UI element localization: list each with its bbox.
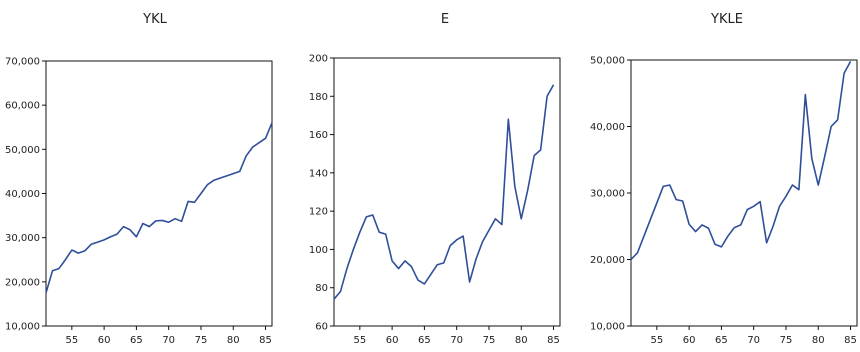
x-tick-label: 65 <box>418 335 431 346</box>
x-tick-label: 70 <box>747 335 760 346</box>
y-tick-label: 60 <box>315 322 328 333</box>
chart-title: YKL <box>142 12 167 27</box>
x-axis: 55 60 65 70 75 80 85 <box>65 326 272 346</box>
x-tick-label: 75 <box>195 335 208 346</box>
x-tick-label: 85 <box>844 335 857 346</box>
y-axis: 10,000 20,000 30,000 40,000 50,000 60,000 70,0… <box>5 57 46 333</box>
plot-frame <box>333 57 561 327</box>
x-tick-label: 80 <box>812 335 825 346</box>
x-axis: 55 60 65 70 75 80 85 <box>353 326 560 346</box>
series-line-0 <box>333 84 555 300</box>
x-tick-label: 60 <box>386 335 399 346</box>
x-tick-label: 65 <box>130 335 143 346</box>
y-tick-label: 20,000 <box>590 255 625 266</box>
y-tick-label: 20,000 <box>5 277 40 288</box>
y-tick-label: 120 <box>309 207 328 218</box>
plot-frame <box>630 59 858 327</box>
y-tick-label: 50,000 <box>5 145 40 156</box>
panel-ykle: YKLE 10,000 20,000 30,000 40,000 50,000 55 60… <box>590 12 858 346</box>
y-tick-label: 100 <box>309 245 328 256</box>
x-tick-label: 70 <box>450 335 463 346</box>
x-tick-label: 75 <box>483 335 496 346</box>
chart-title: YKLE <box>710 12 743 27</box>
x-tick-label: 65 <box>715 335 728 346</box>
series-line-0 <box>45 122 273 294</box>
series-line <box>333 84 555 300</box>
series-line <box>45 122 273 294</box>
x-tick-label: 60 <box>98 335 111 346</box>
y-tick-label: 10,000 <box>590 322 625 333</box>
plot-frame <box>45 60 273 327</box>
series-line-0 <box>630 60 852 261</box>
x-tick-label: 85 <box>547 335 560 346</box>
x-tick-label: 55 <box>353 335 366 346</box>
y-tick-label: 60,000 <box>5 101 40 112</box>
x-axis: 55 60 65 70 75 80 85 <box>650 326 857 346</box>
x-tick-label: 85 <box>259 335 272 346</box>
y-tick-label: 30,000 <box>5 233 40 244</box>
x-tick-label: 80 <box>227 335 240 346</box>
x-tick-label: 70 <box>162 335 175 346</box>
y-tick-label: 80 <box>315 283 328 294</box>
y-tick-label: 30,000 <box>590 189 625 200</box>
x-tick-label: 80 <box>515 335 528 346</box>
x-tick-label: 55 <box>650 335 663 346</box>
y-tick-label: 40,000 <box>590 122 625 133</box>
panel-e: E 60 80 100 120 140 160 180 200 55 60 65 70 75 80 85 <box>309 12 561 346</box>
y-tick-label: 180 <box>309 92 328 103</box>
panel-ykl: YKL 10,000 20,000 30,000 40,000 50,000 60,000… <box>5 12 273 346</box>
chart-title: E <box>441 12 449 27</box>
y-tick-label: 160 <box>309 130 328 141</box>
series-line <box>630 60 852 261</box>
x-tick-label: 60 <box>683 335 696 346</box>
y-axis: 10,000 20,000 30,000 40,000 50,000 <box>590 56 631 333</box>
y-tick-label: 70,000 <box>5 57 40 68</box>
y-tick-label: 200 <box>309 54 328 65</box>
y-tick-label: 40,000 <box>5 189 40 200</box>
y-axis: 60 80 100 120 140 160 180 200 <box>309 54 334 333</box>
y-tick-label: 10,000 <box>5 322 40 333</box>
y-tick-label: 140 <box>309 168 328 179</box>
y-tick-label: 50,000 <box>590 56 625 67</box>
x-tick-label: 55 <box>65 335 78 346</box>
x-tick-label: 75 <box>780 335 793 346</box>
